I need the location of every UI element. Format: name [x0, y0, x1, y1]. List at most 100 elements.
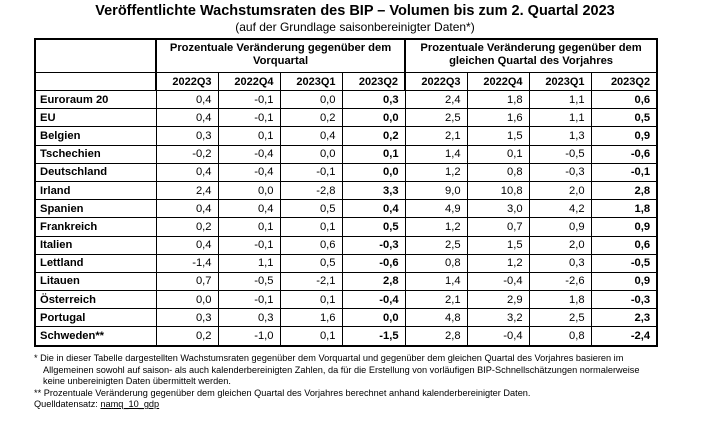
- value-cell: 2,1: [404, 290, 468, 310]
- value-cell: 0,9: [590, 217, 658, 237]
- value-cell: 3,3: [341, 180, 406, 201]
- value-cell: 0,3: [341, 89, 406, 110]
- quarter-header: 2023Q2: [590, 72, 658, 91]
- value-cell: 1,4: [404, 271, 468, 292]
- value-cell: -0,4: [217, 162, 281, 182]
- value-cell: 2,1: [404, 126, 468, 146]
- source-dataset-link[interactable]: namq_10_gdp: [100, 399, 160, 409]
- table-row: Frankreich 0,2 0,1 0,1 0,5 1,2 0,7 0,9 0,9: [34, 217, 658, 237]
- value-cell: 2,4: [155, 180, 219, 201]
- value-cell: 0,4: [155, 235, 219, 255]
- quarter-header: 2022Q3: [404, 72, 468, 91]
- value-cell: -0,3: [341, 235, 406, 255]
- value-cell: 0,0: [341, 108, 406, 128]
- table-row: Irland 2,4 0,0 -2,8 3,3 9,0 10,8 2,0 2,8: [34, 180, 658, 201]
- value-cell: 0,3: [217, 308, 281, 328]
- value-cell: -1,0: [217, 326, 281, 347]
- value-cell: 0,1: [217, 217, 281, 237]
- country-cell: Tschechien: [34, 144, 157, 164]
- value-cell: -0,4: [341, 290, 406, 310]
- value-cell: -2,4: [590, 326, 658, 347]
- country-cell: Belgien: [34, 126, 157, 146]
- value-cell: 0,2: [155, 217, 219, 237]
- country-cell: Schweden**: [34, 326, 157, 347]
- country-cell: Deutschland: [34, 162, 157, 182]
- page-subtitle: (auf der Grundlage saisonbereinigter Dat…: [235, 20, 475, 34]
- table-row: Tschechien -0,2 -0,4 0,0 0,1 1,4 0,1 -0,5 -0,6: [34, 144, 658, 164]
- value-cell: -0,4: [466, 326, 530, 347]
- country-cell: Italien: [34, 235, 157, 255]
- value-cell: 0,4: [341, 199, 406, 219]
- value-cell: 2,0: [528, 180, 592, 201]
- value-cell: 0,5: [590, 108, 658, 128]
- value-cell: -0,5: [528, 144, 592, 164]
- value-cell: -0,1: [590, 162, 658, 182]
- value-cell: 2,3: [590, 308, 658, 328]
- value-cell: 4,2: [528, 199, 592, 219]
- value-cell: 2,4: [404, 89, 468, 110]
- value-cell: 0,5: [279, 253, 343, 273]
- value-cell: 0,4: [217, 199, 281, 219]
- value-cell: 0,0: [341, 162, 406, 182]
- table-row: Italien 0,4 -0,1 0,6 -0,3 2,5 1,5 2,0 0,6: [34, 235, 658, 255]
- value-cell: -1,5: [341, 326, 406, 347]
- value-cell: 0,2: [341, 126, 406, 146]
- quarter-header: 2023Q1: [279, 72, 343, 91]
- value-cell: -2,1: [279, 271, 343, 292]
- value-cell: 0,1: [217, 126, 281, 146]
- value-cell: 0,5: [279, 199, 343, 219]
- footnotes: * Die in dieser Tabelle dargestellten Wa…: [34, 353, 664, 411]
- country-cell: Litauen: [34, 271, 157, 292]
- value-cell: 0,0: [279, 89, 343, 110]
- table-row: Portugal 0,3 0,3 1,6 0,0 4,8 3,2 2,5 2,3: [34, 308, 658, 328]
- value-cell: 1,5: [466, 235, 530, 255]
- country-cell: Frankreich: [34, 217, 157, 237]
- value-cell: 1,8: [466, 89, 530, 110]
- country-cell: Portugal: [34, 308, 157, 328]
- value-cell: 0,6: [590, 235, 658, 255]
- value-cell: -0,1: [217, 290, 281, 310]
- value-cell: -0,6: [341, 253, 406, 273]
- value-cell: -0,3: [590, 290, 658, 310]
- table-row: Spanien 0,4 0,4 0,5 0,4 4,9 3,0 4,2 1,8: [34, 199, 658, 219]
- value-cell: 0,8: [528, 326, 592, 347]
- country-cell: EU: [34, 108, 157, 128]
- value-cell: 1,1: [217, 253, 281, 273]
- value-cell: 1,2: [404, 217, 468, 237]
- value-cell: 0,5: [341, 217, 406, 237]
- country-cell: Spanien: [34, 199, 157, 219]
- value-cell: 2,8: [341, 271, 406, 292]
- quarter-header: 2023Q2: [341, 72, 406, 91]
- value-cell: 0,4: [155, 108, 219, 128]
- value-cell: 0,1: [279, 217, 343, 237]
- value-cell: 0,9: [590, 126, 658, 146]
- value-cell: -2,6: [528, 271, 592, 292]
- country-cell: Euroraum 20: [34, 89, 157, 110]
- table-row: Österreich 0,0 -0,1 0,1 -0,4 2,1 2,9 1,8 -0,3: [34, 290, 658, 310]
- value-cell: 0,2: [155, 326, 219, 347]
- value-cell: 0,2: [279, 108, 343, 128]
- country-cell: Irland: [34, 180, 157, 201]
- value-cell: -0,3: [528, 162, 592, 182]
- value-cell: 0,3: [528, 253, 592, 273]
- gdp-growth-table: Prozentuale Veränderung gegenüber dem Vo…: [34, 38, 659, 347]
- value-cell: 0,7: [155, 271, 219, 292]
- value-cell: 0,4: [155, 162, 219, 182]
- value-cell: 1,8: [528, 290, 592, 310]
- country-cell: Österreich: [34, 290, 157, 310]
- value-cell: -2,8: [279, 180, 343, 201]
- value-cell: 0,4: [279, 126, 343, 146]
- value-cell: -0,1: [217, 235, 281, 255]
- table-row: Litauen 0,7 -0,5 -2,1 2,8 1,4 -0,4 -2,6 0,9: [34, 271, 658, 292]
- value-cell: 0,9: [590, 271, 658, 292]
- value-cell: 0,1: [279, 290, 343, 310]
- value-cell: 4,9: [404, 199, 468, 219]
- country-cell: Lettland: [34, 253, 157, 273]
- value-cell: 0,7: [466, 217, 530, 237]
- group-header-vorjahr: Prozentuale Veränderung gegenüber dem gl…: [404, 38, 658, 73]
- value-cell: 2,5: [404, 235, 468, 255]
- value-cell: 1,8: [590, 199, 658, 219]
- value-cell: 10,8: [466, 180, 530, 201]
- value-cell: 9,0: [404, 180, 468, 201]
- table-row: Belgien 0,3 0,1 0,4 0,2 2,1 1,5 1,3 0,9: [34, 126, 658, 146]
